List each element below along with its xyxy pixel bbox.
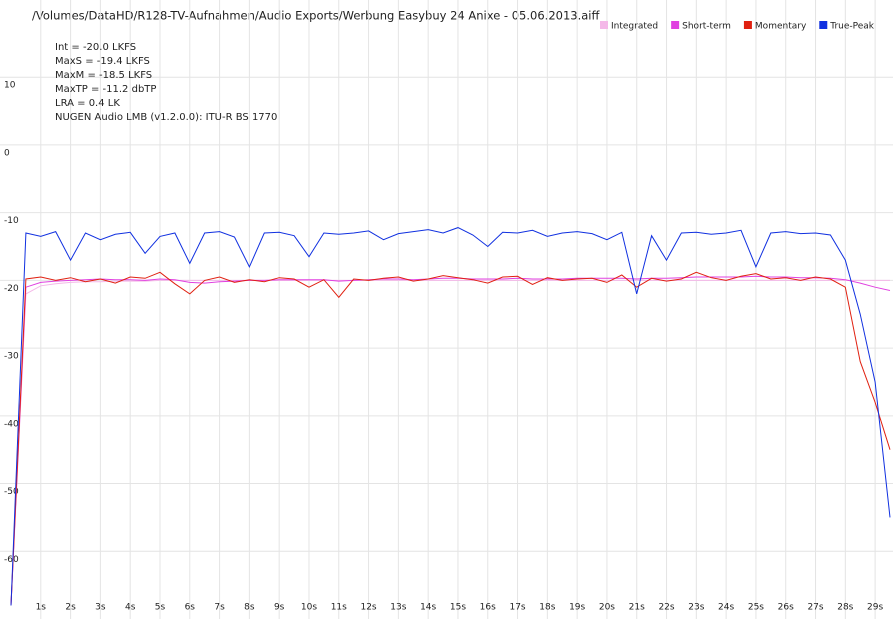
y-tick-label: -30	[4, 352, 19, 362]
legend-swatch	[819, 21, 828, 29]
x-tick-label: 6s	[185, 603, 196, 613]
stat-line: MaxTP = -11.2 dbTP	[55, 84, 156, 95]
stat-line: MaxM = -18.5 LKFS	[55, 70, 152, 81]
x-tick-label: 13s	[390, 603, 406, 613]
chart-title: /Volumes/DataHD/R128-TV-Aufnahmen/Audio …	[32, 9, 600, 23]
y-tick-label: 0	[4, 148, 10, 158]
line-series	[10, 279, 890, 606]
y-tick-label: -20	[4, 284, 19, 294]
y-tick-label: -50	[4, 487, 19, 497]
x-tick-label: 8s	[244, 603, 255, 613]
x-tick-label: 22s	[658, 603, 674, 613]
y-tick-label: 10	[4, 81, 16, 91]
x-tick-label: 14s	[420, 603, 436, 613]
x-tick-label: 20s	[599, 603, 615, 613]
x-tick-label: 10s	[301, 603, 317, 613]
legend-swatch	[671, 21, 680, 29]
x-tick-label: 1s	[36, 603, 47, 613]
x-tick-label: 19s	[569, 603, 585, 613]
stat-line: MaxS = -19.4 LKFS	[55, 56, 150, 67]
legend-label: Short-term	[682, 22, 731, 32]
y-tick-label: -40	[4, 419, 19, 429]
x-tick-label: 18s	[539, 603, 555, 613]
x-tick-label: 21s	[629, 603, 645, 613]
y-tick-label: -10	[4, 216, 19, 226]
legend-label: Integrated	[611, 22, 658, 32]
x-tick-label: 29s	[867, 603, 883, 613]
x-tick-label: 16s	[480, 603, 496, 613]
x-tick-label: 5s	[155, 603, 166, 613]
stat-line: NUGEN Audio LMB (v1.2.0.0): ITU-R BS 177…	[55, 112, 277, 123]
x-tick-label: 26s	[778, 603, 794, 613]
x-tick-label: 27s	[807, 603, 823, 613]
x-tick-label: 7s	[214, 603, 225, 613]
x-tick-label: 11s	[331, 603, 347, 613]
x-tick-label: 25s	[748, 603, 764, 613]
line-series	[10, 271, 891, 606]
y-tick-label: -60	[4, 555, 19, 565]
line-series	[10, 227, 891, 606]
x-tick-label: 12s	[360, 603, 376, 613]
stat-line: Int = -20.0 LKFS	[55, 42, 136, 53]
x-tick-label: 28s	[837, 603, 853, 613]
x-tick-label: 17s	[509, 603, 525, 613]
legend-swatch	[743, 21, 752, 29]
x-tick-label: 15s	[450, 603, 466, 613]
x-tick-label: 4s	[125, 603, 136, 613]
legend-label: Momentary	[755, 22, 807, 32]
stat-line: LRA = 0.4 LK	[55, 98, 120, 109]
x-tick-label: 24s	[718, 603, 734, 613]
legend-label: True-Peak	[829, 22, 875, 32]
x-tick-label: 23s	[688, 603, 704, 613]
legend-swatch	[600, 21, 608, 29]
x-tick-label: 2s	[65, 603, 76, 613]
x-tick-label: 9s	[274, 603, 285, 613]
line-series	[10, 275, 891, 606]
x-tick-label: 3s	[95, 603, 106, 613]
